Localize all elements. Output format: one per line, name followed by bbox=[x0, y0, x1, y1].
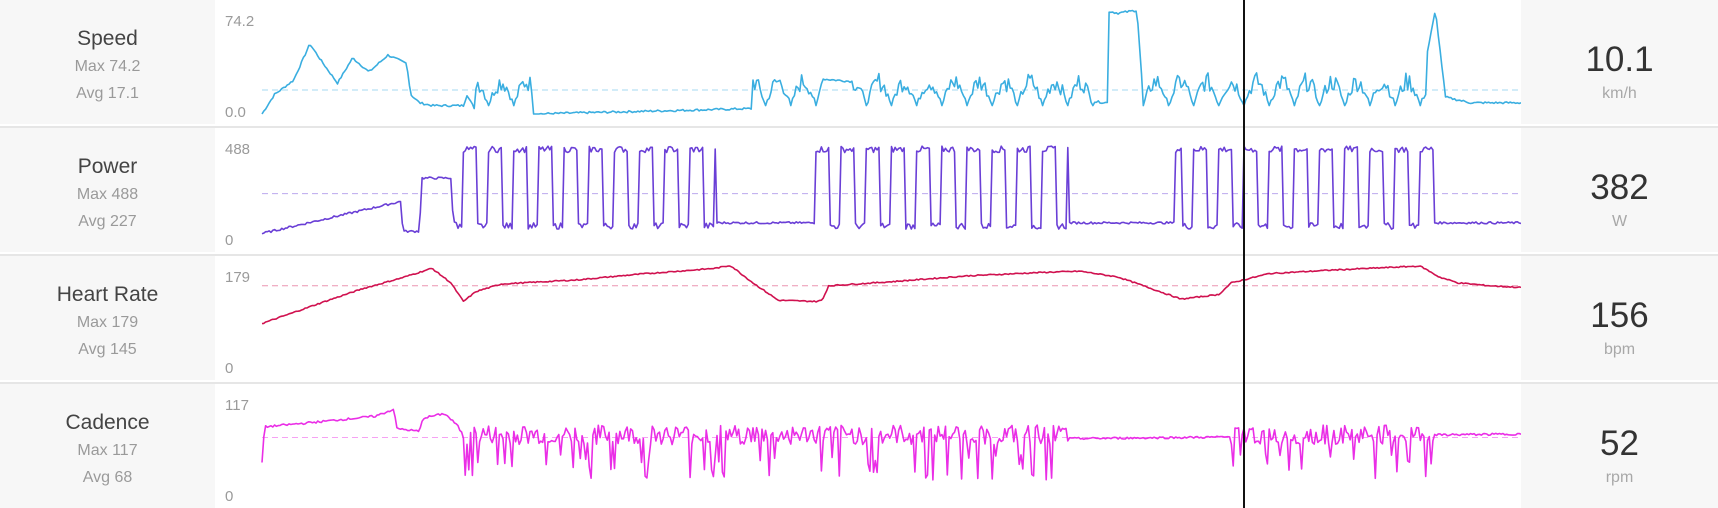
divider bbox=[0, 126, 1718, 128]
power-title: Power bbox=[77, 155, 138, 178]
speed-label-panel: Speed Max 74.2 Avg 17.1 bbox=[0, 0, 215, 124]
time-cursor[interactable] bbox=[1242, 0, 1245, 508]
speed-avg: Avg 17.1 bbox=[76, 85, 139, 102]
speed-current: 10.1 bbox=[1585, 40, 1654, 79]
heart-rate-unit: bpm bbox=[1603, 341, 1636, 358]
cadence-chart bbox=[261, 408, 1521, 481]
speed-tick-min: 0.0 bbox=[225, 104, 246, 121]
heart-rate-tick-min: 0 bbox=[225, 360, 234, 377]
heart-rate-chart bbox=[261, 265, 1521, 325]
cadence-tick-min: 0 bbox=[225, 488, 234, 505]
heart-rate-row: Heart Rate Max 179 Avg 145 179 0 156 bpm bbox=[0, 256, 1718, 380]
speed-plot[interactable]: 74.2 0.0 bbox=[215, 0, 1521, 124]
heart-rate-series-line bbox=[261, 265, 1521, 325]
heart-rate-avg: Avg 145 bbox=[78, 341, 137, 358]
speed-row: Speed Max 74.2 Avg 17.1 74.2 0.0 10.1 km… bbox=[0, 0, 1718, 124]
power-tick-max: 488 bbox=[225, 141, 251, 158]
cadence-current: 52 bbox=[1600, 424, 1639, 463]
power-max: Max 488 bbox=[76, 186, 139, 203]
power-row: Power Max 488 Avg 227 488 0 382 W bbox=[0, 128, 1718, 252]
cadence-row: Cadence Max 117 Avg 68 117 0 52 rpm bbox=[0, 384, 1718, 508]
cadence-unit: rpm bbox=[1605, 469, 1634, 486]
power-avg: Avg 227 bbox=[78, 213, 137, 230]
heart-rate-current: 156 bbox=[1590, 296, 1649, 335]
divider bbox=[0, 254, 1718, 256]
power-chart bbox=[261, 145, 1521, 235]
cadence-value-panel: 52 rpm bbox=[1521, 384, 1718, 508]
speed-unit: km/h bbox=[1602, 85, 1637, 102]
speed-value-panel: 10.1 km/h bbox=[1521, 0, 1718, 124]
power-tick-min: 0 bbox=[225, 232, 234, 249]
power-series-line bbox=[261, 145, 1521, 235]
speed-title: Speed bbox=[77, 27, 138, 50]
power-unit: W bbox=[1611, 213, 1628, 230]
speed-series-line bbox=[261, 9, 1521, 115]
heart-rate-label-panel: Heart Rate Max 179 Avg 145 bbox=[0, 256, 215, 380]
heart-rate-tick-max: 179 bbox=[225, 269, 251, 286]
speed-tick-max: 74.2 bbox=[225, 13, 255, 30]
heart-rate-plot[interactable]: 179 0 bbox=[215, 256, 1521, 380]
cadence-title: Cadence bbox=[65, 411, 150, 434]
cadence-tick-max: 117 bbox=[225, 397, 249, 414]
speed-max: Max 74.2 bbox=[74, 58, 141, 75]
power-label-panel: Power Max 488 Avg 227 bbox=[0, 128, 215, 252]
speed-chart bbox=[261, 9, 1521, 115]
cadence-plot[interactable]: 117 0 bbox=[215, 384, 1521, 508]
power-current: 382 bbox=[1590, 168, 1649, 207]
heart-rate-max: Max 179 bbox=[76, 314, 139, 331]
power-value-panel: 382 W bbox=[1521, 128, 1718, 252]
cadence-avg: Avg 68 bbox=[82, 469, 133, 486]
heart-rate-value-panel: 156 bpm bbox=[1521, 256, 1718, 380]
cadence-max: Max 117 bbox=[77, 442, 138, 459]
heart-rate-title: Heart Rate bbox=[56, 283, 159, 306]
cadence-label-panel: Cadence Max 117 Avg 68 bbox=[0, 384, 215, 508]
power-plot[interactable]: 488 0 bbox=[215, 128, 1521, 252]
divider bbox=[0, 382, 1718, 384]
cadence-series-line bbox=[261, 408, 1521, 481]
